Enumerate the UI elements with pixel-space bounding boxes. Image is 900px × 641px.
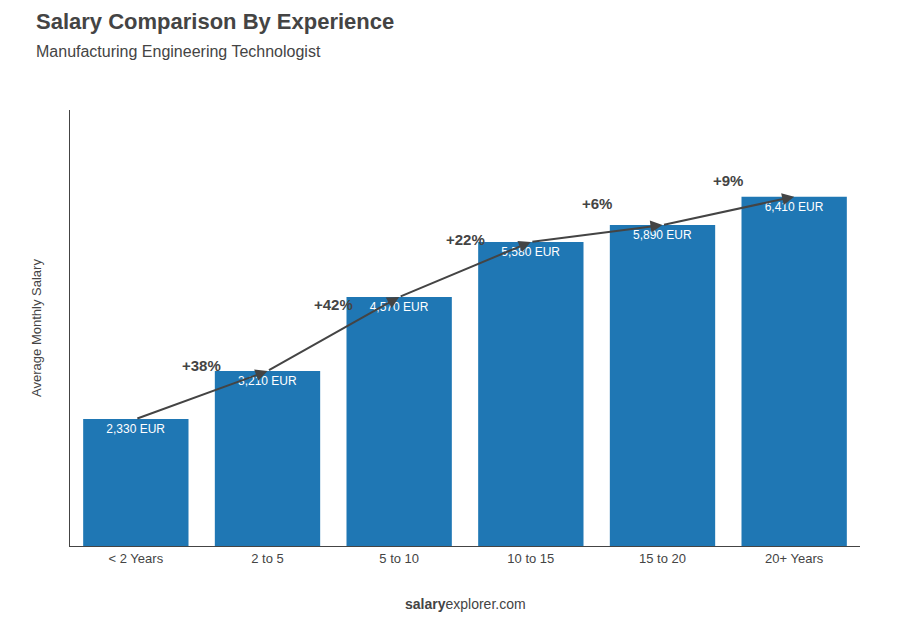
svg-text:+42%: +42%: [314, 296, 353, 313]
svg-text:6,410 EUR: 6,410 EUR: [765, 200, 824, 214]
svg-text:+9%: +9%: [713, 172, 743, 189]
svg-text:Average Monthly Salary: Average Monthly Salary: [29, 259, 44, 397]
svg-text:5 to 10: 5 to 10: [379, 551, 419, 566]
svg-text:2 to 5: 2 to 5: [251, 551, 284, 566]
svg-text:salaryexplorer.com: salaryexplorer.com: [405, 596, 526, 612]
svg-text:20+ Years: 20+ Years: [765, 551, 824, 566]
svg-text:3,210 EUR: 3,210 EUR: [238, 374, 297, 388]
svg-text:Salary Comparison By Experienc: Salary Comparison By ExperienceManufactu…: [36, 9, 394, 61]
svg-text:15 to 20: 15 to 20: [639, 551, 686, 566]
svg-text:5,580 EUR: 5,580 EUR: [501, 245, 560, 259]
svg-text:5,890 EUR: 5,890 EUR: [633, 228, 692, 242]
svg-text:2,330 EUR: 2,330 EUR: [106, 422, 165, 436]
svg-text:4,570 EUR: 4,570 EUR: [370, 300, 429, 314]
svg-text:+22%: +22%: [446, 231, 485, 248]
svg-text:10 to 15: 10 to 15: [507, 551, 554, 566]
svg-text:+38%: +38%: [182, 357, 221, 374]
svg-text:< 2 Years: < 2 Years: [109, 551, 164, 566]
svg-text:+6%: +6%: [582, 195, 612, 212]
